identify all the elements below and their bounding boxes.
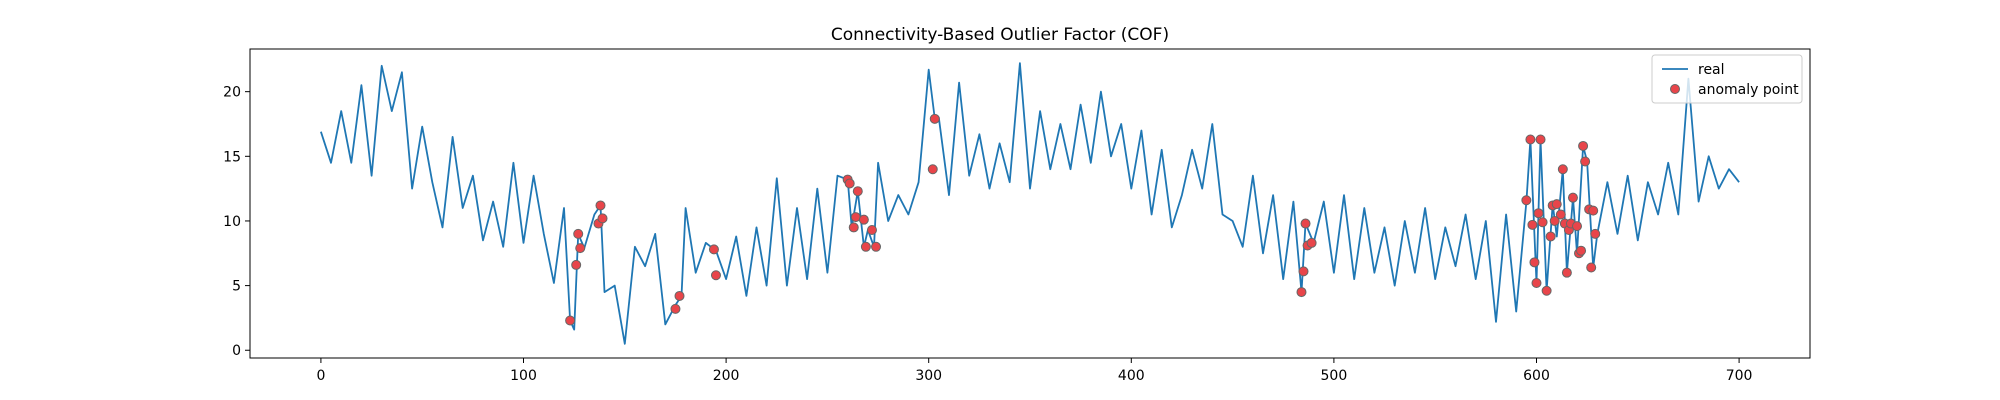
anomaly-point xyxy=(1588,205,1599,216)
y-tick-label: 0 xyxy=(232,343,241,359)
y-tick-label: 5 xyxy=(232,279,241,295)
y-axis: 0 5 10 15 20 xyxy=(223,85,250,359)
x-tick-label: 500 xyxy=(1321,368,1348,384)
anomaly-point xyxy=(1537,217,1548,228)
anomaly-point xyxy=(871,241,882,252)
y-tick-label: 10 xyxy=(223,214,241,230)
anomaly-point xyxy=(1576,245,1587,256)
anomaly-point xyxy=(1557,164,1568,175)
x-axis: 0 100 200 300 400 500 600 700 xyxy=(316,358,1752,384)
anomaly-point xyxy=(1578,140,1589,151)
legend-label-anomaly: anomaly point xyxy=(1698,82,1799,98)
legend-label-real: real xyxy=(1698,62,1725,78)
x-tick-label: 400 xyxy=(1118,368,1145,384)
anomaly-point xyxy=(1590,228,1601,239)
anomaly-point xyxy=(573,228,584,239)
anomaly-point xyxy=(1555,209,1566,220)
chart-title: Connectivity-Based Outlier Factor (COF) xyxy=(831,25,1169,45)
plot-area xyxy=(249,48,1811,359)
anomaly-point xyxy=(670,303,681,314)
x-tick-label: 0 xyxy=(316,368,325,384)
legend: real anomaly point xyxy=(1651,54,1803,104)
anomaly-point xyxy=(1306,237,1317,248)
anomaly-point xyxy=(1298,266,1309,277)
anomaly-point xyxy=(1561,267,1572,278)
x-tick-label: 100 xyxy=(510,368,537,384)
anomaly-point xyxy=(927,164,938,175)
anomaly-point xyxy=(1567,192,1578,203)
anomaly-point xyxy=(848,222,859,233)
x-tick-label: 200 xyxy=(713,368,740,384)
anomaly-point xyxy=(1586,262,1597,273)
anomaly-point xyxy=(1572,221,1583,232)
anomaly-point xyxy=(1533,208,1544,219)
x-tick-label: 600 xyxy=(1523,368,1550,384)
anomaly-point xyxy=(565,315,576,326)
plot-frame xyxy=(249,48,1811,359)
anomaly-point xyxy=(571,259,582,270)
anomaly-point xyxy=(595,200,606,211)
anomaly-point xyxy=(1525,134,1536,145)
legend-box xyxy=(1651,54,1803,104)
anomaly-point xyxy=(852,186,863,197)
anomaly-point xyxy=(1549,215,1560,226)
anomaly-point xyxy=(844,178,855,189)
anomaly-point xyxy=(1527,219,1538,230)
anomaly-point xyxy=(710,270,721,281)
anomaly-point xyxy=(1296,287,1307,298)
anomaly-point xyxy=(858,214,869,225)
y-tick-label: 15 xyxy=(223,149,241,165)
x-tick-label: 700 xyxy=(1726,368,1753,384)
legend-marker-swatch xyxy=(1670,84,1680,94)
anomaly-point xyxy=(1531,278,1542,289)
anomaly-point xyxy=(708,244,719,255)
anomaly-point xyxy=(674,290,685,301)
anomaly-point xyxy=(1541,285,1552,296)
anomaly-point xyxy=(1521,195,1532,206)
x-tick-label: 300 xyxy=(915,368,942,384)
anomaly-point xyxy=(1580,156,1591,167)
anomaly-point xyxy=(1529,257,1540,268)
anomaly-point xyxy=(575,243,586,254)
anomaly-point xyxy=(860,241,871,252)
anomaly-point xyxy=(597,213,608,224)
anomaly-point xyxy=(929,113,940,124)
anomaly-point xyxy=(1551,199,1562,210)
anomaly-point xyxy=(1545,231,1556,242)
anomaly-point xyxy=(1300,218,1311,229)
anomaly-point xyxy=(866,225,877,236)
anomaly-point xyxy=(1535,134,1546,145)
y-tick-label: 20 xyxy=(223,85,241,101)
